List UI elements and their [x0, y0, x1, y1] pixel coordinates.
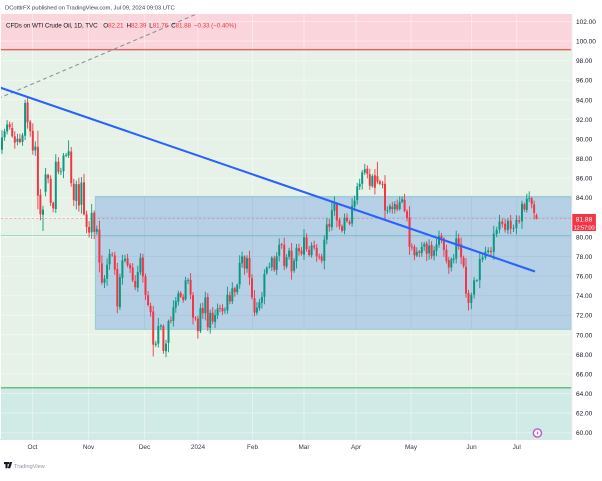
- svg-text:Jul: Jul: [513, 444, 521, 451]
- svg-text:Jun: Jun: [466, 444, 477, 451]
- svg-text:88.00: 88.00: [576, 156, 593, 163]
- svg-text:74.00: 74.00: [576, 293, 593, 300]
- svg-text:100.00: 100.00: [576, 39, 596, 46]
- svg-text:2024: 2024: [191, 444, 206, 451]
- svg-text:CFDs on WTI Crude Oil, 1D, TVC: CFDs on WTI Crude Oil, 1D, TVC O82.21 H82…: [6, 22, 236, 29]
- svg-text:Mar: Mar: [298, 444, 310, 451]
- svg-text:66.00: 66.00: [576, 371, 593, 378]
- svg-text:84.00: 84.00: [576, 195, 593, 202]
- svg-text:76.00: 76.00: [576, 274, 593, 281]
- svg-text:May: May: [405, 444, 418, 451]
- svg-text:Nov: Nov: [83, 444, 95, 451]
- svg-text:64.00: 64.00: [576, 391, 593, 398]
- svg-text:62.00: 62.00: [576, 411, 593, 418]
- svg-text:Apr: Apr: [351, 444, 362, 451]
- svg-text:90.00: 90.00: [576, 137, 593, 144]
- svg-text:81.88: 81.88: [576, 217, 593, 224]
- svg-text:60.00: 60.00: [576, 430, 593, 437]
- svg-text:98.00: 98.00: [576, 58, 593, 65]
- svg-text:68.00: 68.00: [576, 352, 593, 359]
- svg-text:Feb: Feb: [247, 444, 258, 451]
- svg-text:94.00: 94.00: [576, 97, 593, 104]
- svg-text:86.00: 86.00: [576, 176, 593, 183]
- svg-text:TradingView: TradingView: [14, 464, 46, 470]
- svg-text:96.00: 96.00: [576, 78, 593, 85]
- svg-text:102.00: 102.00: [576, 19, 596, 26]
- svg-text:80.00: 80.00: [576, 234, 593, 241]
- svg-text:78.00: 78.00: [576, 254, 593, 261]
- svg-text:12:57:00: 12:57:00: [574, 225, 596, 231]
- svg-text:Dec: Dec: [139, 444, 151, 451]
- svg-text:92.00: 92.00: [576, 117, 593, 124]
- svg-text:Oct: Oct: [28, 444, 38, 451]
- svg-text:DCottlrFX published on Trading: DCottlrFX published on TradingView.com, …: [5, 6, 175, 12]
- svg-text:72.00: 72.00: [576, 313, 593, 320]
- svg-text:70.00: 70.00: [576, 332, 593, 339]
